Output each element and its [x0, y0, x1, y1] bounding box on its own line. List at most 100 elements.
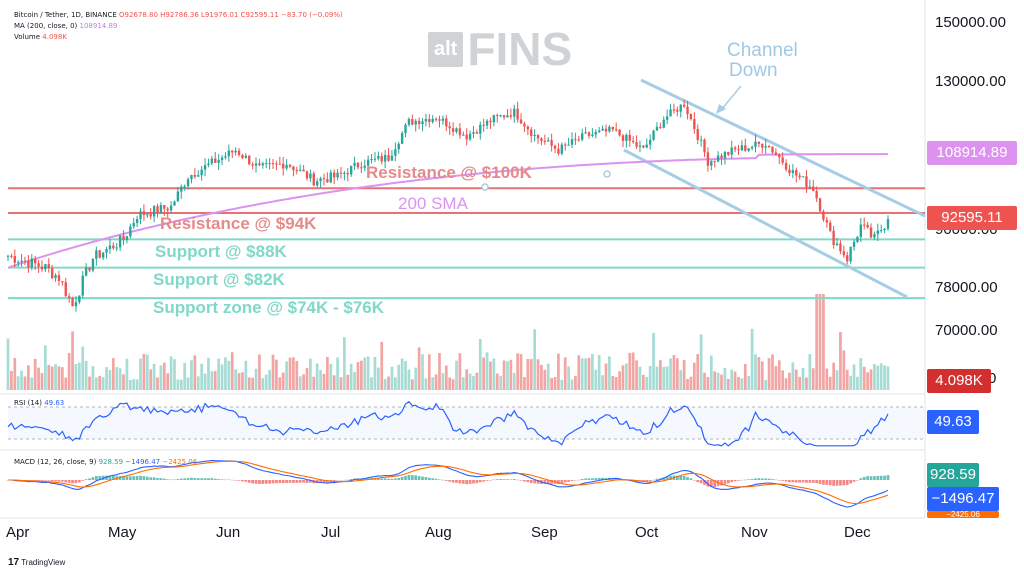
macd-hist-bar: [404, 475, 407, 480]
macd-hist-bar: [587, 478, 591, 480]
volume-bar: [856, 376, 859, 390]
candle-body: [489, 120, 492, 123]
candle-body: [560, 144, 564, 154]
candle-body: [686, 106, 689, 115]
volume-bar: [268, 370, 271, 390]
macd-hist-bar: [207, 478, 210, 480]
candle-body: [282, 163, 285, 169]
volume-bar: [241, 372, 244, 390]
volume-bar: [876, 365, 880, 390]
volume-bar: [261, 378, 265, 390]
macd-hist-bar: [856, 480, 859, 481]
macd-hist-bar: [227, 479, 231, 481]
candle-body: [876, 230, 879, 235]
volume-bar: [794, 369, 798, 390]
macd-hist-bar: [298, 480, 302, 483]
volume-bar: [822, 294, 825, 390]
macd-hist-bar: [845, 480, 849, 485]
volume-bar: [366, 356, 370, 390]
candle-body: [710, 160, 713, 166]
candle-body: [231, 150, 234, 153]
volume-bar: [111, 358, 115, 390]
candle-body: [27, 261, 30, 268]
volume-bar: [805, 377, 808, 390]
volume-bar: [645, 376, 649, 390]
candle-body: [767, 146, 771, 148]
candle-body: [635, 142, 638, 147]
candle-body: [390, 155, 394, 161]
candle-body: [645, 144, 648, 148]
candle-body: [434, 118, 438, 120]
price-label-70k: 70000.00: [935, 322, 998, 339]
macd-hist-bar: [343, 479, 346, 481]
volume-bar: [98, 375, 102, 390]
volume-bar: [115, 367, 119, 390]
volume-bar: [370, 377, 373, 390]
volume-bar: [336, 357, 339, 390]
volume-bar: [64, 377, 68, 390]
candle-body: [540, 138, 543, 141]
macd-hist-bar: [461, 480, 465, 484]
volume-bar: [709, 355, 713, 390]
candle-body: [139, 211, 142, 220]
volume-bar: [489, 361, 492, 390]
macd-hist-bar: [720, 480, 723, 486]
volume-bar: [472, 376, 475, 390]
macd-hist-bar: [743, 479, 747, 481]
candle-body: [618, 129, 621, 136]
macd-hist-bar: [61, 480, 64, 482]
volume-bar: [784, 378, 788, 390]
macd-hist-bar: [506, 479, 509, 480]
candle-body: [431, 118, 434, 123]
macd-hist-bar: [876, 475, 880, 480]
candle-body: [285, 164, 288, 169]
volume-bar: [81, 346, 85, 390]
volume-bar: [393, 377, 397, 390]
volume-bar: [152, 363, 156, 390]
macd-hist-bar: [832, 480, 835, 486]
macd-hist-bar: [33, 480, 37, 481]
candle-body: [581, 133, 584, 140]
candle-body: [703, 139, 706, 153]
macd-hist-bar: [788, 480, 791, 483]
macd-hist-bar: [220, 479, 224, 480]
macd-hist-bar: [859, 478, 863, 480]
macd-hist-bar: [883, 475, 886, 480]
candle-body: [594, 132, 597, 135]
candle-body: [465, 134, 468, 140]
volume-bar: [234, 369, 238, 390]
volume-bar: [281, 372, 285, 390]
candle-body: [863, 224, 866, 226]
candle-body: [822, 211, 825, 220]
candle-body: [458, 128, 462, 136]
volume-bar: [591, 353, 594, 390]
candle-body: [190, 174, 193, 180]
candle-body: [730, 147, 733, 155]
volume-bar: [10, 371, 13, 390]
macd-hist-bar: [54, 480, 57, 482]
candle-body: [604, 128, 608, 132]
volume-bar: [733, 371, 737, 390]
candle-body: [10, 255, 13, 257]
volume-bar: [533, 329, 536, 390]
volume-bar: [455, 360, 458, 390]
macd-hist-bar: [400, 476, 404, 480]
volume-bar: [747, 375, 751, 390]
volume-bar: [502, 360, 506, 390]
candle-body: [159, 205, 163, 213]
macd-hist-bar: [128, 476, 132, 480]
macd-hist-bar: [849, 480, 852, 484]
candle-body: [387, 154, 390, 161]
volume-bar: [183, 362, 187, 390]
candle-body: [648, 139, 652, 145]
volume-bar: [264, 374, 268, 390]
volume-bar: [638, 366, 642, 390]
volume-bar: [410, 379, 414, 390]
macd-hist-bar: [597, 477, 601, 480]
candle-body: [662, 119, 665, 128]
candle-body: [407, 119, 411, 125]
macd-hist-bar: [162, 478, 166, 480]
macd-hist-bar: [825, 480, 829, 485]
candle-body: [574, 139, 577, 141]
